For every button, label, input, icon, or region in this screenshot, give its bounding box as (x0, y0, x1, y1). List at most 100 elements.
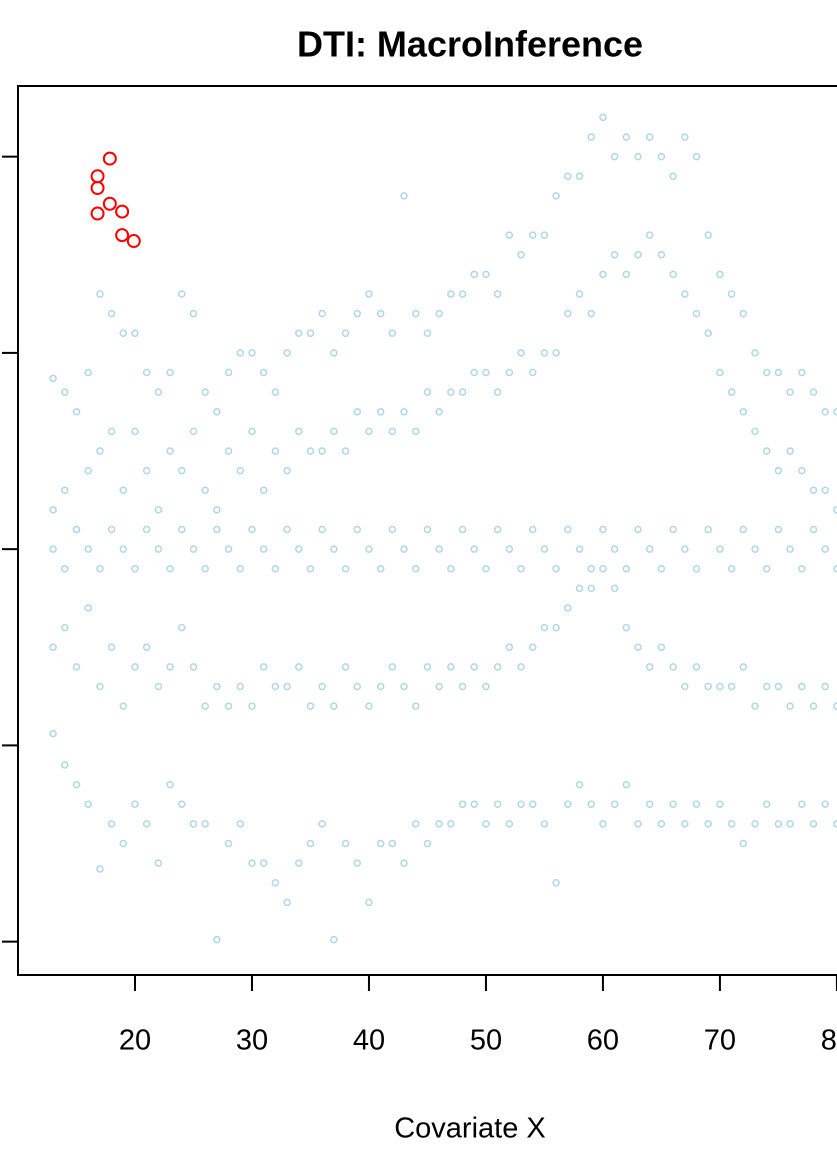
point (669, 270, 677, 279)
point (575, 290, 584, 298)
point (575, 545, 584, 553)
point (517, 251, 525, 259)
point (610, 800, 619, 809)
point (90, 181, 105, 196)
point (809, 820, 818, 828)
point (72, 525, 81, 534)
point (482, 820, 490, 828)
point (447, 820, 455, 828)
point (528, 800, 537, 809)
point (341, 565, 350, 573)
point (447, 565, 455, 573)
point (248, 349, 256, 357)
point (142, 466, 151, 475)
point (552, 192, 560, 200)
point (213, 525, 221, 534)
point (622, 780, 631, 789)
point (798, 565, 806, 573)
point (49, 729, 57, 738)
point (283, 898, 291, 907)
point (821, 486, 829, 495)
point (517, 349, 525, 357)
point (236, 466, 245, 475)
point (622, 565, 631, 573)
point (84, 545, 92, 553)
point (201, 388, 209, 396)
point (107, 427, 116, 436)
point (330, 545, 338, 553)
point (739, 663, 748, 671)
point (470, 663, 478, 671)
point (751, 820, 759, 828)
x-tick-label: 80 (821, 1025, 837, 1057)
point (271, 879, 280, 887)
point (587, 565, 595, 573)
point (236, 349, 245, 357)
point (821, 682, 829, 691)
point (224, 368, 233, 377)
point (645, 545, 654, 553)
point (318, 682, 326, 691)
point (809, 486, 818, 495)
point (189, 427, 198, 436)
point (102, 151, 117, 166)
point (751, 427, 759, 436)
point (400, 408, 408, 416)
point (704, 231, 712, 239)
point (505, 545, 514, 553)
point (669, 525, 677, 534)
point (166, 565, 174, 573)
point (154, 859, 163, 867)
point (528, 368, 537, 377)
point (189, 309, 198, 318)
point (376, 682, 385, 691)
point (271, 447, 280, 455)
point (283, 349, 291, 357)
point (412, 309, 420, 318)
point (96, 865, 104, 873)
point (739, 309, 748, 318)
point (119, 486, 128, 495)
point (49, 374, 57, 383)
point (809, 388, 818, 396)
point (645, 133, 654, 141)
point (49, 643, 57, 652)
point (657, 565, 666, 573)
point (798, 800, 806, 809)
point (552, 565, 560, 573)
point (599, 565, 607, 573)
point (330, 702, 338, 710)
point (564, 604, 572, 612)
point (400, 192, 408, 200)
point (493, 388, 502, 396)
point (727, 290, 736, 298)
point (423, 388, 432, 396)
point (493, 800, 502, 809)
point (493, 663, 502, 671)
point (131, 565, 139, 573)
point (751, 545, 759, 553)
point (365, 290, 373, 298)
point (727, 565, 736, 573)
point (271, 565, 280, 573)
point (435, 309, 443, 318)
point (119, 702, 128, 710)
point (224, 839, 233, 848)
point (154, 545, 163, 553)
point (681, 290, 689, 298)
point (318, 309, 326, 318)
point (400, 859, 408, 867)
point (201, 702, 209, 710)
point (470, 368, 478, 377)
x-tick-label: 20 (119, 1025, 151, 1057)
point (283, 525, 291, 534)
point (84, 800, 92, 809)
point (727, 820, 736, 828)
point (762, 447, 771, 455)
point (376, 565, 385, 573)
point (739, 839, 748, 848)
point (96, 565, 104, 573)
point (716, 800, 724, 809)
point (236, 682, 245, 691)
point (470, 545, 478, 553)
